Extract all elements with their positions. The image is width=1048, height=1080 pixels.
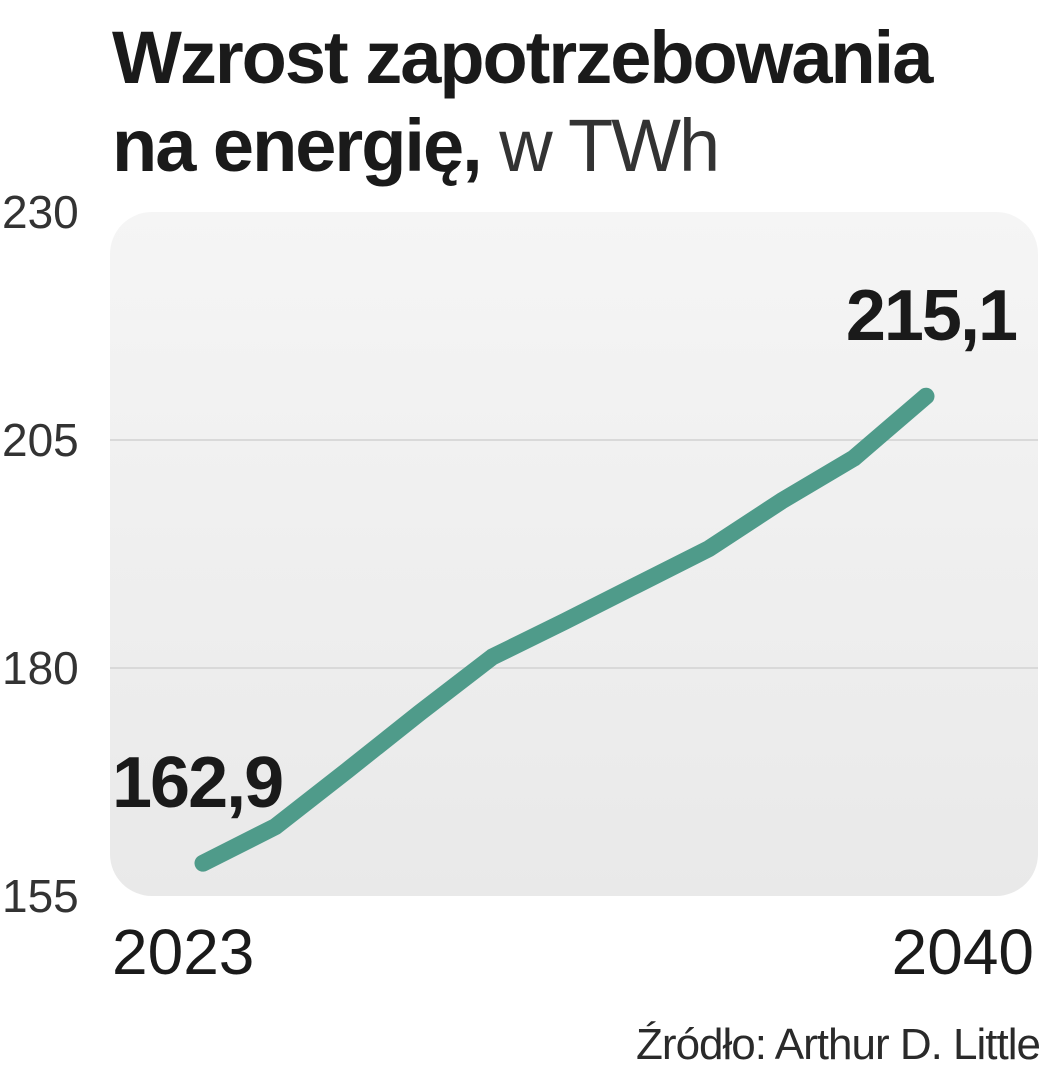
y-tick-label: 205 xyxy=(2,414,79,466)
series-lines xyxy=(194,387,935,872)
title-bold-part: na energię, xyxy=(112,104,483,187)
y-tick-label: 180 xyxy=(2,642,79,694)
data-label: 162,9 xyxy=(112,743,282,823)
y-axis-tick-labels: 230 205 180 155 xyxy=(2,186,79,922)
title-unit: w TWh xyxy=(499,104,720,187)
title-line-2: na energię, w TWh xyxy=(112,102,1032,190)
title-line-1: Wzrost zapotrzebowania xyxy=(112,16,933,99)
series-line xyxy=(194,387,935,872)
data-label: 215,1 xyxy=(846,276,1017,356)
x-axis-tick-labels: 2023 2040 xyxy=(112,916,1034,988)
plot-background xyxy=(110,212,1038,896)
y-tick-label: 230 xyxy=(2,186,79,238)
x-tick-label: 2023 xyxy=(112,916,254,988)
source-note: Źródło: Arthur D. Little xyxy=(636,1020,1041,1069)
x-tick-label: 2040 xyxy=(892,916,1034,988)
y-tick-label: 155 xyxy=(2,870,79,922)
chart-title: Wzrost zapotrzebowania na energię, w TWh xyxy=(112,14,1032,190)
data-labels: 162,9 215,1 xyxy=(112,276,1019,823)
